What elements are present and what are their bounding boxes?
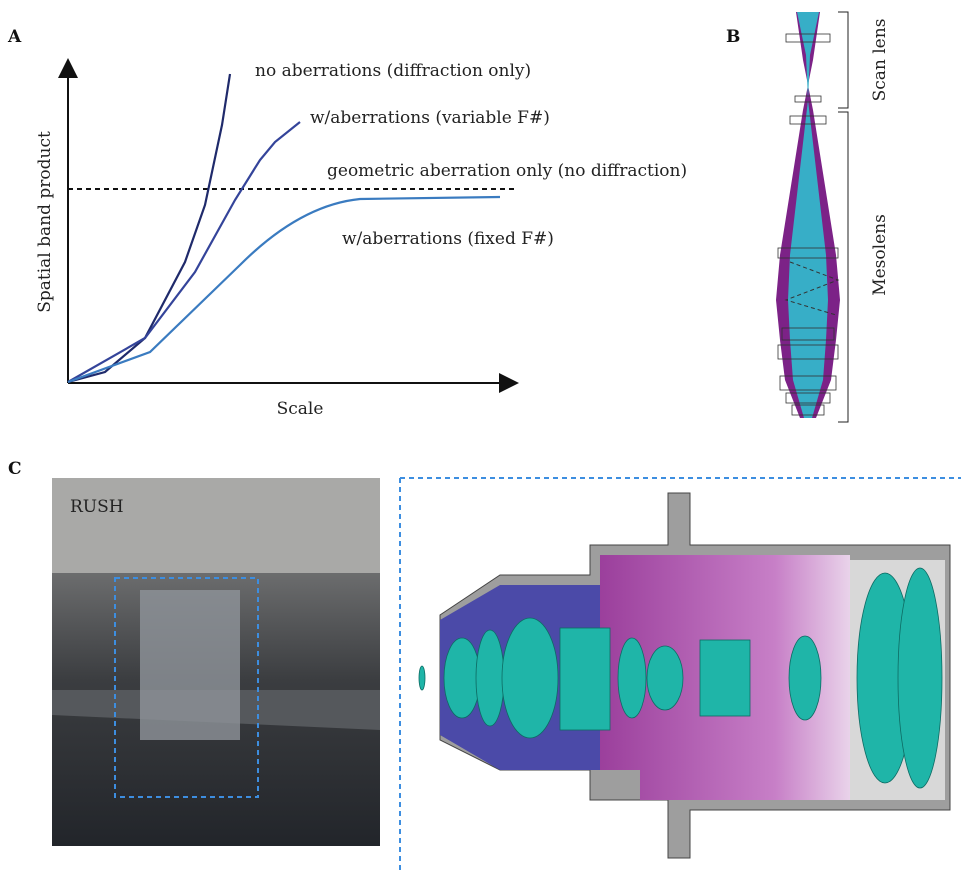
bracket bbox=[838, 12, 848, 422]
curve-label: no aberrations (diffraction only) bbox=[255, 61, 531, 81]
curve-label: geometric aberration only (no diffractio… bbox=[327, 161, 687, 181]
curve bbox=[68, 74, 230, 382]
panel-c: C RUSH bbox=[8, 459, 961, 874]
panel-label: B bbox=[726, 27, 740, 47]
panel-b: B Scan lens Mesolens bbox=[726, 12, 890, 422]
panel-label: C bbox=[8, 459, 22, 479]
panel-label: A bbox=[7, 27, 22, 47]
curve-label: w/aberrations (variable F#) bbox=[310, 108, 550, 128]
photo-top bbox=[52, 478, 380, 573]
y-axis-label: Spatial band product bbox=[35, 131, 55, 313]
x-axis-label: Scale bbox=[277, 399, 324, 419]
curve-label: w/aberrations (fixed F#) bbox=[342, 229, 554, 249]
lens-cutaway bbox=[419, 493, 950, 858]
curve bbox=[68, 197, 500, 382]
panel-a: A no aberrations (diffraction only) w/ab… bbox=[7, 27, 687, 419]
section-label: Mesolens bbox=[870, 214, 890, 296]
figure: A no aberrations (diffraction only) w/ab… bbox=[0, 0, 961, 874]
section-label: Scan lens bbox=[870, 19, 890, 102]
photo-label: RUSH bbox=[70, 497, 124, 517]
curve bbox=[68, 122, 300, 382]
photo-objective bbox=[140, 590, 240, 740]
